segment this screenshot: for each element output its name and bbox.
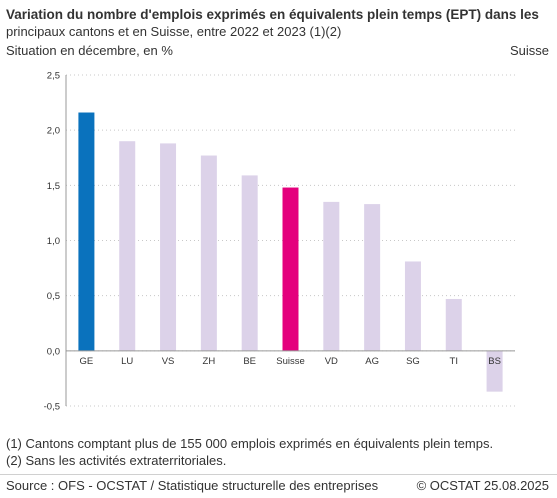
x-tick-label: LU xyxy=(121,356,133,367)
bar-ag xyxy=(364,204,381,351)
y-tick-label: 0,0 xyxy=(47,346,60,357)
y-tick-label: -0,5 xyxy=(44,402,60,413)
source-text: Source : OFS - OCSTAT / Statistique stru… xyxy=(6,478,379,493)
y-tick-label: 2,0 xyxy=(47,126,60,137)
footnote-2: (2) Sans les activités extraterritoriale… xyxy=(6,453,227,468)
y-tick-label: 0,5 xyxy=(47,291,60,302)
x-tick-label: Suisse xyxy=(276,356,305,367)
x-tick-label: BS xyxy=(488,356,501,367)
bar-chart: -0,5 0,0 0,5 1,0 1,5 2,0 2,5 GE LU VS ZH BE Suisse VD… xyxy=(44,71,515,413)
x-tick-label: ZH xyxy=(203,356,216,367)
x-tick-label: TI xyxy=(450,356,458,367)
bar-bs xyxy=(486,350,503,392)
bar-vd xyxy=(323,201,340,351)
footnote-1: (1) Cantons comptant plus de 155 000 emp… xyxy=(6,436,494,451)
y-tick-label: 2,5 xyxy=(47,71,60,82)
y-tick-label: 1,5 xyxy=(47,181,60,192)
bar-vs xyxy=(160,143,177,351)
bar-lu xyxy=(119,141,136,351)
bar-ge xyxy=(78,112,95,351)
bar-zh xyxy=(200,155,217,351)
x-tick-label: GE xyxy=(80,356,94,367)
unit-label: Situation en décembre, en % xyxy=(6,43,173,58)
x-tick-label: BE xyxy=(243,356,256,367)
bar-ti xyxy=(445,298,462,351)
y-tick-label: 1,0 xyxy=(47,236,60,247)
chart-subtitle: principaux cantons et en Suisse, entre 2… xyxy=(6,24,342,39)
x-tick-label: VD xyxy=(325,356,338,367)
bar-suisse xyxy=(282,187,299,351)
region-label: Suisse xyxy=(509,43,549,58)
copyright-text: © OCSTAT 25.08.2025 xyxy=(416,478,549,493)
footer-divider xyxy=(0,474,557,475)
x-tick-label: AG xyxy=(365,356,379,367)
bar-be xyxy=(241,175,258,351)
x-tick-label: VS xyxy=(162,356,175,367)
x-tick-label: SG xyxy=(406,356,420,367)
bar-sg xyxy=(404,261,421,351)
chart-title: Variation du nombre d'emplois exprimés e… xyxy=(6,7,539,22)
